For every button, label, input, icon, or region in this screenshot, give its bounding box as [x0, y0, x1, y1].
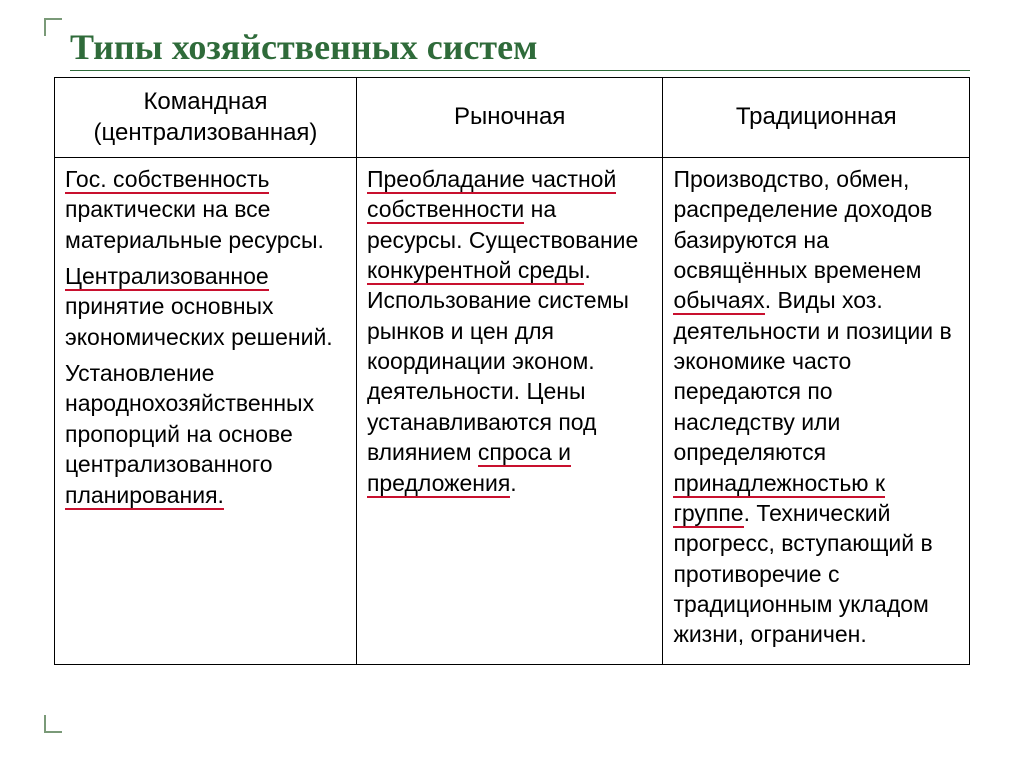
corner-decoration-bottom-left [44, 715, 62, 733]
paragraph: Гос. собственность практически на все ма… [65, 164, 346, 255]
text: . Использование системы рынков и цен для… [367, 257, 629, 465]
slide: Типы хозяйственных систем Командная (цен… [0, 0, 1024, 767]
paragraph: Производство, обмен, распределение доход… [673, 164, 959, 650]
col-header-traditional: Традиционная [663, 77, 970, 157]
col-header-market: Рыночная [356, 77, 663, 157]
paragraph: Централизованное принятие основных эконо… [65, 261, 346, 352]
header-text: Командная [143, 88, 267, 115]
text: Производство, обмен, распределение доход… [673, 166, 932, 283]
underlined-text: конкурентной среды [367, 257, 584, 285]
text: . [510, 470, 516, 496]
underlined-text: обычаях [673, 287, 764, 315]
economic-systems-table: Командная (централизованная) Рыночная Тр… [54, 77, 970, 665]
col-header-command: Командная (централизованная) [55, 77, 357, 157]
cell-market: Преобладание частной собственности на ре… [356, 157, 663, 664]
text: Установление народнохозяйственных пропор… [65, 360, 314, 477]
table-row: Гос. собственность практически на все ма… [55, 157, 970, 664]
underlined-text: Централизованное [65, 263, 269, 291]
text: принятие основных экономических решений. [65, 293, 333, 349]
cell-command: Гос. собственность практически на все ма… [55, 157, 357, 664]
underlined-text: планирования. [65, 482, 224, 510]
paragraph: Установление народнохозяйственных пропор… [65, 358, 346, 510]
header-text: Традиционная [736, 103, 897, 130]
header-subtext: (централизованная) [94, 119, 318, 146]
text: практически на все материальные ресурсы. [65, 196, 324, 252]
header-text: Рыночная [454, 103, 565, 130]
underlined-text: Гос. собственность [65, 166, 269, 194]
slide-title: Типы хозяйственных систем [70, 28, 970, 71]
table-header-row: Командная (централизованная) Рыночная Тр… [55, 77, 970, 157]
corner-decoration-top-left [44, 18, 62, 36]
underlined-text: Преобладание частной собственности [367, 166, 616, 224]
cell-traditional: Производство, обмен, распределение доход… [663, 157, 970, 664]
paragraph: Преобладание частной собственности на ре… [367, 164, 653, 498]
